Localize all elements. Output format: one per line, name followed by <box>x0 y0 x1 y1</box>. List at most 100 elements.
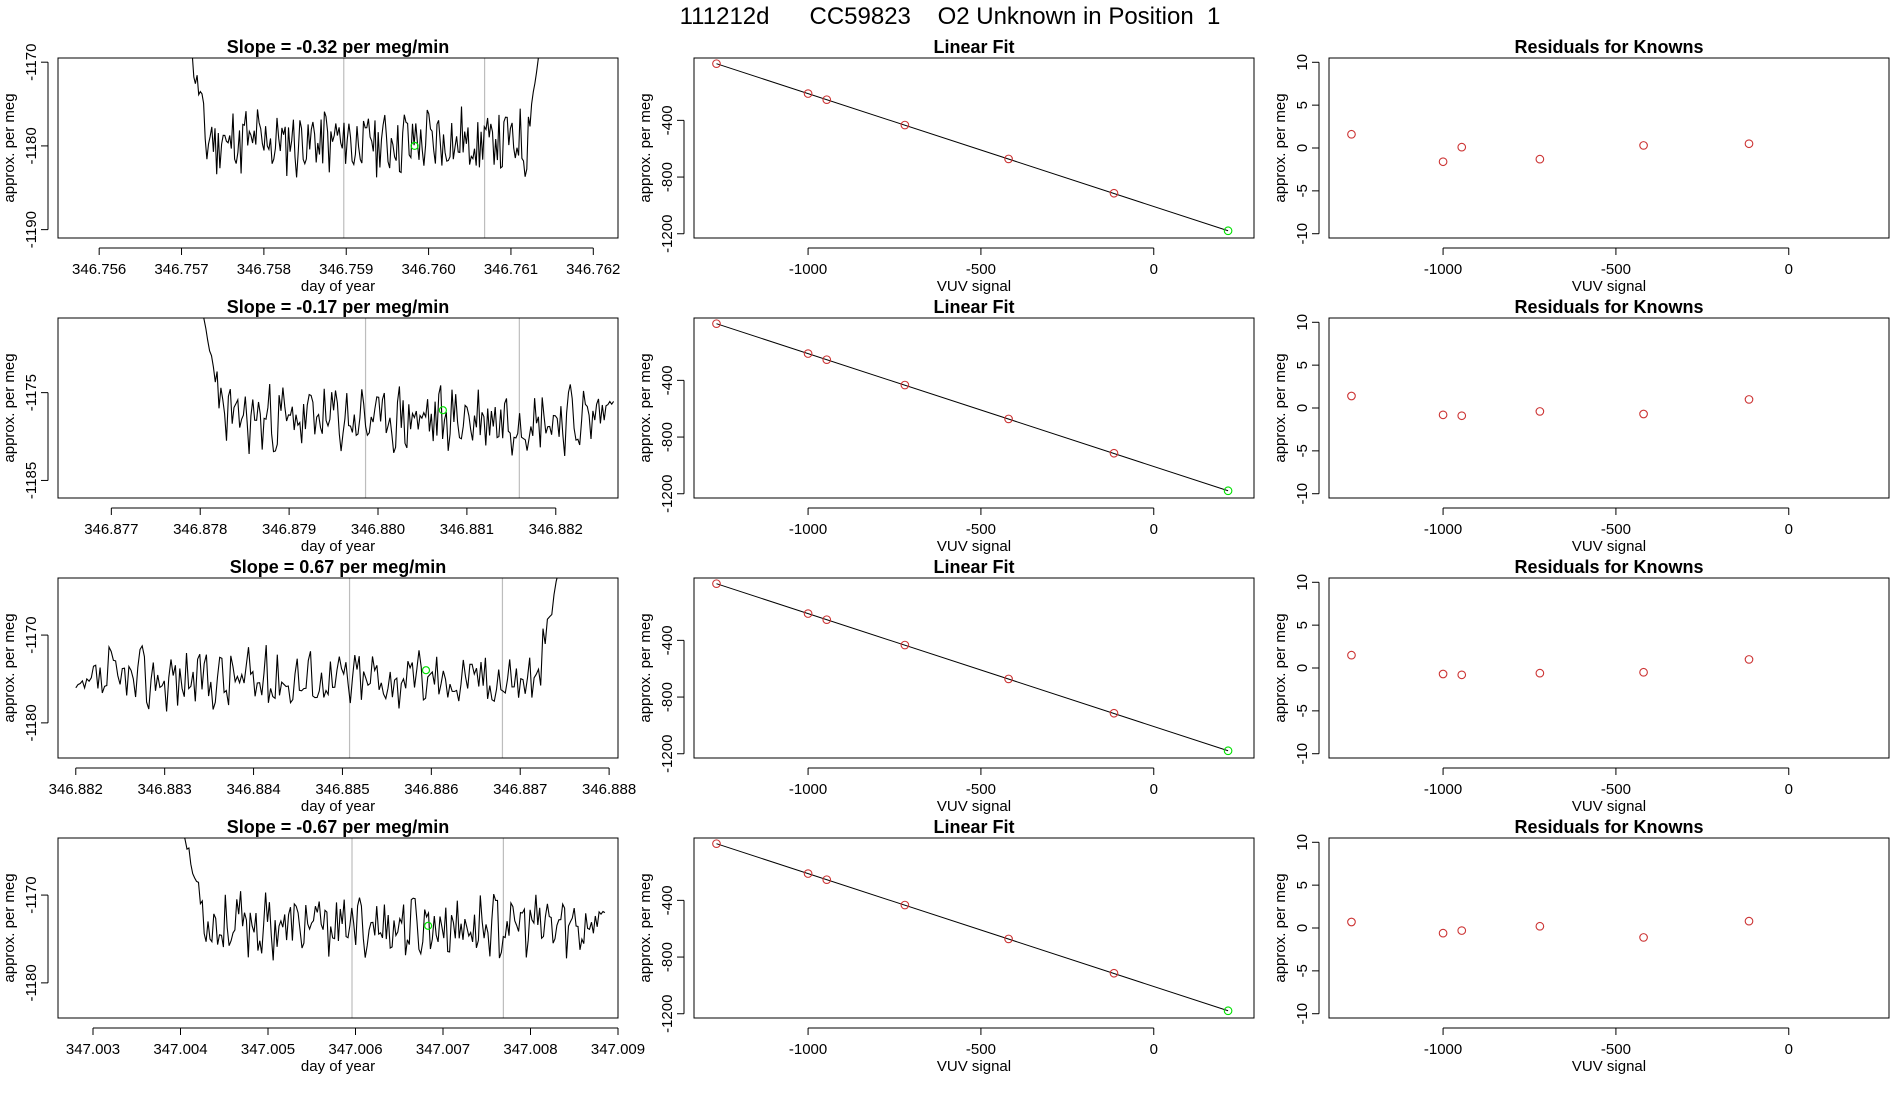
y-tick-label: -5 <box>1294 704 1311 717</box>
fit-line <box>716 583 1229 752</box>
known-point <box>712 59 721 69</box>
x-tick-label: 346.885 <box>315 781 369 798</box>
y-tick-label: 10 <box>1294 314 1311 331</box>
x-axis-label: VUV signal <box>937 1058 1011 1075</box>
x-tick-label: -500 <box>966 521 996 538</box>
panel-title: Residuals for Knowns <box>1514 297 1703 317</box>
x-tick-label: 346.884 <box>226 781 280 798</box>
x-tick-label: 346.762 <box>566 261 620 278</box>
y-axis-label: approx. per meg <box>1272 93 1289 202</box>
panel-plot-area <box>1347 916 1754 942</box>
panel-title: Slope = -0.32 per meg/min <box>227 37 450 57</box>
y-tick-label: 0 <box>1294 924 1311 932</box>
known-point <box>900 380 910 390</box>
x-tick-label: 346.760 <box>401 261 455 278</box>
x-tick-label: 0 <box>1785 1041 1793 1058</box>
y-tick-label: -1180 <box>23 704 40 741</box>
panel-title: Residuals for Knowns <box>1514 817 1703 837</box>
known-point <box>803 869 813 878</box>
panel-plot-area <box>203 318 615 457</box>
plot-frame <box>57 837 619 1019</box>
known-point <box>1457 142 1467 152</box>
y-tick-label: -1200 <box>659 475 676 513</box>
x-tick-label: 346.888 <box>582 781 636 798</box>
plot-frame <box>1328 317 1890 499</box>
y-tick-label: 0 <box>1294 144 1311 152</box>
x-tick-label: 0 <box>1785 781 1793 798</box>
panel-time-series-row-3: Slope = 0.67 per meg/min day of year appro… <box>1 557 636 815</box>
y-tick-label: 5 <box>1294 881 1311 889</box>
y-tick-label: -800 <box>659 162 676 192</box>
known-point <box>712 839 721 849</box>
y-axis-label: approx. per meg <box>1 873 18 982</box>
x-tick-label: 0 <box>1150 261 1158 278</box>
x-tick-label: 346.881 <box>440 521 494 538</box>
x-tick-label: -500 <box>966 1041 996 1058</box>
x-tick-label: 346.882 <box>49 781 103 798</box>
y-tick-label: -5 <box>1294 444 1311 457</box>
x-axis-label: VUV signal <box>1572 798 1646 815</box>
y-tick-label: -1185 <box>23 462 40 499</box>
x-tick-label: 347.007 <box>416 1041 470 1058</box>
y-tick-label: -1180 <box>23 964 40 1001</box>
y-axis-label: approx. per meg <box>1272 613 1289 722</box>
plot-frame <box>1328 57 1890 239</box>
known-point <box>1744 916 1754 926</box>
y-tick-label: -10 <box>1294 743 1311 765</box>
known-point <box>1438 157 1448 167</box>
y-axis-label: approx. per meg <box>637 353 654 462</box>
y-tick-label: 5 <box>1294 621 1311 629</box>
x-tick-label: 0 <box>1150 521 1158 538</box>
unknown-point <box>424 921 433 930</box>
known-point <box>822 355 832 365</box>
known-point <box>1004 674 1013 684</box>
y-tick-label: -1170 <box>23 44 40 81</box>
x-axis-label: VUV signal <box>1572 538 1646 555</box>
known-point <box>1535 668 1545 678</box>
x-tick-label: -1000 <box>789 261 827 278</box>
known-point <box>1744 395 1754 404</box>
x-tick-label: 346.756 <box>72 261 126 278</box>
known-point <box>712 579 721 589</box>
panel-title: Slope = -0.67 per meg/min <box>227 817 450 837</box>
x-tick-label: 346.758 <box>237 261 291 278</box>
x-tick-label: 347.009 <box>591 1041 645 1058</box>
known-point <box>1744 139 1754 149</box>
x-tick-label: 346.878 <box>173 521 227 538</box>
x-tick-label: 0 <box>1150 781 1158 798</box>
known-point <box>1535 407 1545 416</box>
known-point <box>822 95 832 105</box>
y-tick-label: -1170 <box>23 876 40 913</box>
x-axis-label: day of year <box>301 1058 375 1075</box>
x-tick-label: 346.879 <box>262 521 316 538</box>
x-tick-label: 347.005 <box>241 1041 295 1058</box>
x-tick-label: -500 <box>966 261 996 278</box>
x-tick-label: -1000 <box>1424 1041 1462 1058</box>
data-trace <box>203 318 615 457</box>
y-tick-label: -10 <box>1294 483 1311 505</box>
panel-plot-area <box>712 579 1233 756</box>
x-tick-label: -500 <box>1601 781 1631 798</box>
known-point <box>1438 669 1448 679</box>
panel-plot-area <box>712 839 1233 1016</box>
plot-frame <box>1328 837 1890 1019</box>
x-tick-label: 346.887 <box>493 781 547 798</box>
y-tick-label: 0 <box>1294 664 1311 672</box>
known-point <box>1109 188 1119 198</box>
x-tick-label: 0 <box>1785 521 1793 538</box>
panel-residuals-row-1: Residuals for Knowns VUV signal approx. pe… <box>1272 37 1890 295</box>
x-tick-label: -1000 <box>1424 781 1462 798</box>
panel-linear-fit-row-2: Linear Fit VUV signal approx. per meg -1000… <box>637 297 1255 555</box>
y-axis-label: approx. per meg <box>1272 873 1289 982</box>
x-axis-label: day of year <box>301 278 375 295</box>
known-point <box>822 615 832 625</box>
y-axis-label: approx. per meg <box>1272 353 1289 462</box>
fit-line <box>716 843 1229 1012</box>
x-axis-label: VUV signal <box>937 538 1011 555</box>
page-title: 111212d CC59823 O2 Unknown in Position 1 <box>679 3 1221 30</box>
known-point <box>1004 934 1013 944</box>
y-tick-label: 10 <box>1294 834 1311 851</box>
panel-title: Residuals for Knowns <box>1514 557 1703 577</box>
y-tick-label: -800 <box>659 422 676 452</box>
unknown-point <box>1223 226 1233 236</box>
